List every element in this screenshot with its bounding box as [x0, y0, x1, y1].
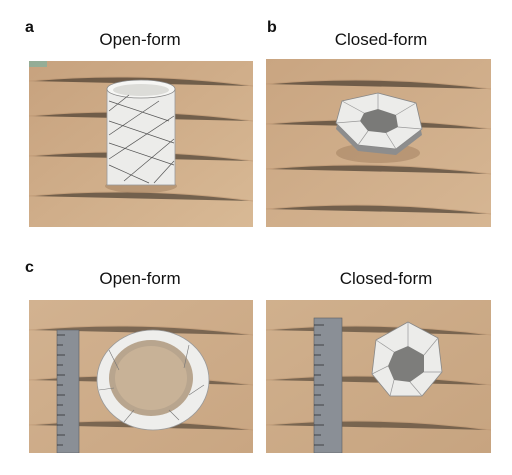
ruler-right: [313, 317, 343, 453]
panel-letter-b: b: [267, 19, 277, 36]
photo-b-closed-form: [266, 59, 491, 227]
photo-a-open-form: [29, 61, 253, 227]
panel-a-caption: Open-form: [99, 30, 181, 49]
photo-c-open-form-with-ruler: [29, 300, 253, 453]
panel-letter-a: a: [25, 19, 34, 36]
photo-c-closed-form-with-ruler: [266, 300, 491, 453]
panel-c-caption-right: Closed-form: [339, 269, 433, 288]
panel-letter-c: c: [25, 259, 34, 276]
panel-b-caption: Closed-form: [334, 30, 428, 49]
panel-c-caption-left: Open-form: [99, 269, 181, 288]
ruler-left: [56, 329, 80, 453]
